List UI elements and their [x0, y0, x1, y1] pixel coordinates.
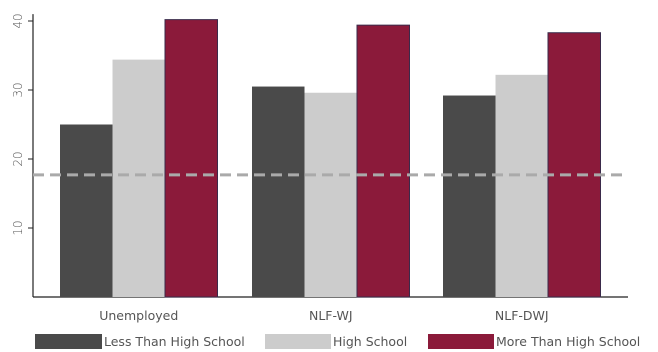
bar — [164, 19, 218, 298]
legend-swatch — [265, 334, 331, 349]
category-label: NLF-WJ — [309, 308, 353, 323]
chart-legend: Less Than High School High School More Tha… — [35, 334, 640, 349]
bar — [443, 95, 496, 298]
bar — [252, 86, 305, 297]
legend-label: More Than High School — [496, 334, 640, 349]
y-tick-label: 30 — [11, 82, 25, 97]
chart-bars — [60, 19, 601, 298]
chart-labels: Unemployed NLF-WJ NLF-DWJ — [99, 308, 548, 323]
y-tick-label: 40 — [11, 13, 25, 28]
bar — [356, 24, 410, 298]
bar — [547, 32, 601, 298]
bar — [60, 124, 113, 297]
legend-swatch — [35, 334, 102, 349]
legend-swatch — [428, 334, 494, 349]
legend-label: High School — [333, 334, 407, 349]
category-label: NLF-DWJ — [495, 308, 549, 323]
bar — [112, 59, 165, 297]
bar — [495, 74, 548, 297]
y-tick-label: 20 — [11, 151, 25, 166]
y-tick-label: 10 — [11, 220, 25, 235]
legend-label: Less Than High School — [104, 334, 245, 349]
bar — [304, 92, 357, 297]
category-label: Unemployed — [99, 308, 178, 323]
